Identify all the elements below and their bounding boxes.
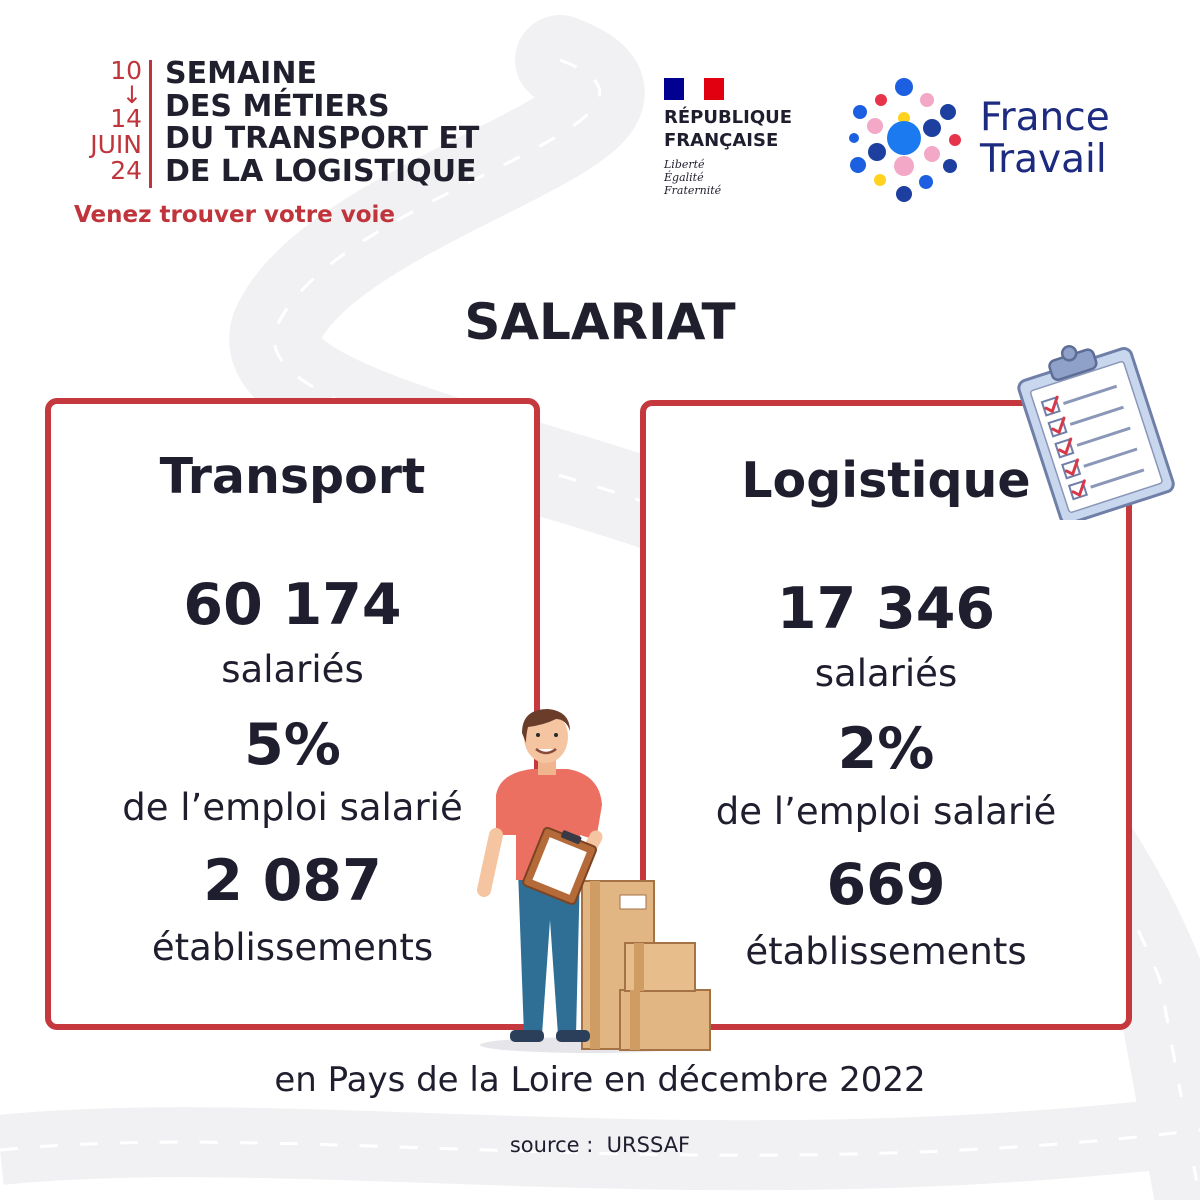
establishments-value: 2 087: [203, 848, 382, 914]
share-label: de l’emploi salarié: [715, 790, 1057, 833]
france-travail-line: Travail: [980, 137, 1107, 182]
establishments-label: établissements: [745, 930, 1027, 973]
logistique-card: Logistique 17 346 salariés 2% de l’emplo…: [640, 400, 1132, 1030]
event-dates: 10 ↓ 14 JUIN 24: [66, 58, 142, 184]
delivery-worker-illustration: [477, 709, 711, 1053]
republique-name-line: RÉPUBLIQUE: [664, 107, 793, 128]
france-travail-wordmark: France Travail: [980, 97, 1110, 181]
establishments-label: établissements: [151, 926, 434, 969]
event-title: SEMAINE DES MÉTIERS DU TRANSPORT ET DE L…: [165, 56, 480, 189]
date-arrow: ↓: [121, 81, 142, 109]
date-start-day: 10: [110, 56, 142, 85]
card-heading: Logistique: [741, 452, 1031, 509]
event-divider: [149, 60, 152, 188]
share-label: de l’emploi salarié: [122, 786, 463, 829]
marianne-flag-icon: [664, 78, 724, 100]
date-month: JUIN: [90, 130, 142, 159]
establishments-value: 669: [826, 852, 946, 918]
republique-motto-line: Liberté: [664, 158, 705, 171]
date-end-day: 14: [110, 104, 142, 133]
republique-motto-line: Fraternité: [664, 184, 722, 197]
clipboard-checklist-icon: [1017, 345, 1175, 520]
event-title-line: SEMAINE: [165, 56, 317, 91]
source-caption: source : URSSAF: [509, 1133, 691, 1157]
employees-label: salariés: [814, 652, 958, 695]
share-value: 5%: [244, 712, 341, 778]
france-travail-dots-logo: [849, 78, 961, 202]
event-title-line: DES MÉTIERS: [165, 88, 390, 124]
date-year: 24: [110, 156, 142, 185]
share-value: 2%: [837, 716, 935, 782]
page-title: SALARIAT: [464, 293, 736, 351]
event-title-line: DU TRANSPORT ET: [165, 121, 480, 156]
card-heading: Transport: [159, 448, 426, 505]
employees-value: 60 174: [183, 572, 402, 638]
event-tagline: Venez trouver votre voie: [74, 202, 395, 228]
employees-value: 17 346: [776, 576, 996, 642]
republique-name-line: FRANÇAISE: [664, 130, 779, 151]
republique-motto-line: Égalité: [664, 171, 704, 184]
transport-card: Transport 60 174 salariés 5% de l’emploi…: [45, 398, 540, 1030]
republique-francaise-logo: RÉPUBLIQUE FRANÇAISE Liberté Égalité Fra…: [664, 78, 792, 197]
france-travail-line: France: [980, 95, 1110, 140]
scope-caption: en Pays de la Loire en décembre 2022: [274, 1060, 926, 1100]
cardboard-boxes-icon: [581, 880, 711, 1051]
event-title-line: DE LA LOGISTIQUE: [165, 153, 477, 189]
employees-label: salariés: [221, 648, 364, 691]
